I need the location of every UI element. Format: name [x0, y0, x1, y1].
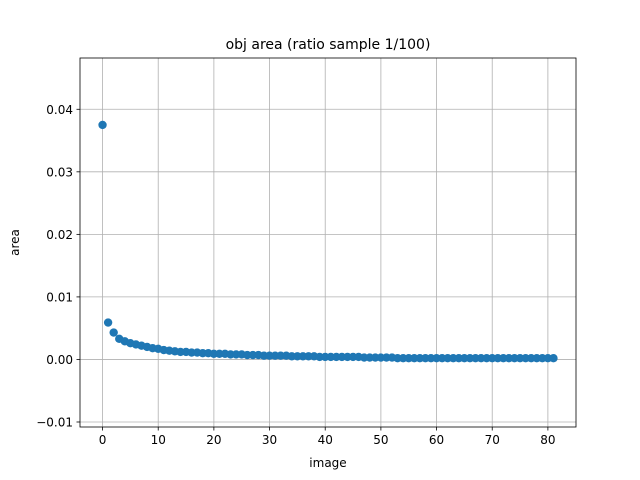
x-tick-label: 30 [262, 433, 277, 447]
grid-lines [80, 58, 576, 427]
y-axis: −0.01 0.00 0.01 0.02 0.03 0.04 [36, 103, 80, 429]
y-tick-label: 0.04 [46, 103, 73, 117]
data-point [549, 354, 558, 363]
y-tick-label: 0.02 [46, 228, 73, 242]
x-tick-label: 0 [99, 433, 107, 447]
x-tick-label: 10 [151, 433, 166, 447]
y-tick-label: 0.01 [46, 290, 73, 304]
x-tick-label: 70 [485, 433, 500, 447]
data-point [103, 318, 113, 327]
data-point [98, 120, 107, 130]
data-point [109, 328, 118, 337]
y-tick-label: 0.03 [46, 165, 73, 179]
y-tick-label: −0.01 [36, 415, 73, 429]
x-axis-label: image [309, 456, 346, 470]
y-axis-label: area [8, 229, 22, 256]
x-axis: 0 10 20 30 40 50 60 70 80 [99, 427, 556, 447]
x-tick-label: 60 [429, 433, 444, 447]
x-tick-label: 80 [540, 433, 555, 447]
y-tick-label: 0.00 [46, 353, 73, 367]
x-tick-label: 50 [373, 433, 388, 447]
x-tick-label: 20 [206, 433, 221, 447]
chart-title: obj area (ratio sample 1/100) [226, 37, 431, 53]
data-points [98, 120, 558, 363]
plot-frame [79, 57, 577, 428]
x-tick-label: 40 [318, 433, 333, 447]
